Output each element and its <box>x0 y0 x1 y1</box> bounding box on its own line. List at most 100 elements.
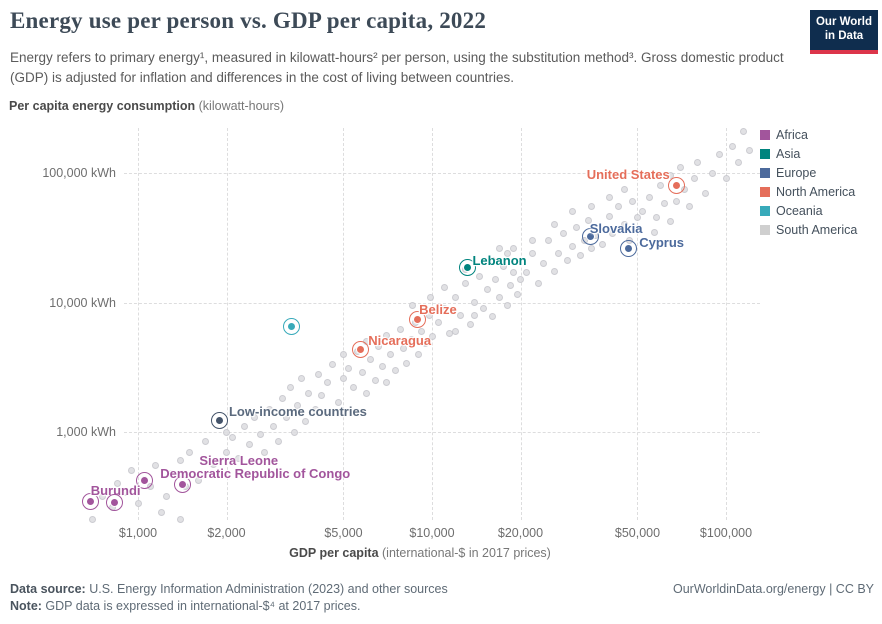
legend-item-africa[interactable]: Africa <box>760 125 857 144</box>
background-country-dot <box>484 286 492 294</box>
background-country-dot <box>492 276 500 284</box>
y-gridline <box>124 432 760 433</box>
background-country-dot <box>598 241 606 249</box>
background-country-dot <box>294 402 302 410</box>
background-country-dot <box>715 150 723 158</box>
highlight-ring <box>174 476 192 494</box>
background-country-dot <box>745 146 753 154</box>
country-label[interactable]: United States <box>586 166 670 182</box>
background-country-dot <box>396 325 404 333</box>
background-country-dot <box>113 480 121 488</box>
highlight-ring <box>135 472 153 490</box>
y-tick-label: 10,000 kWh <box>49 295 116 310</box>
highlight-ring <box>668 177 686 195</box>
x-gridline <box>637 128 639 520</box>
background-country-dot <box>588 203 596 211</box>
background-country-dot <box>507 282 515 290</box>
background-country-dot <box>162 492 170 500</box>
background-country-dot <box>475 272 483 280</box>
background-country-dot <box>529 249 537 257</box>
country-dot[interactable] <box>585 231 595 241</box>
x-axis-title-rest: (international-$ in 2017 prices) <box>378 546 551 560</box>
country-label[interactable]: Nicaragua <box>368 332 432 348</box>
data-source-text: Data source: U.S. Energy Information Adm… <box>10 582 448 596</box>
legend-swatch <box>760 205 770 216</box>
owid-logo[interactable]: Our World in Data <box>810 10 878 54</box>
background-country-dot <box>440 284 448 292</box>
country-label[interactable]: Burundi <box>90 482 141 498</box>
background-country-dot <box>270 423 278 431</box>
country-dot[interactable] <box>109 498 119 508</box>
background-country-dot <box>559 230 567 238</box>
country-dot[interactable] <box>412 314 422 324</box>
country-dot[interactable] <box>286 322 296 332</box>
legend-item-oceania[interactable]: Oceania <box>760 201 857 220</box>
background-country-dot <box>471 299 479 306</box>
background-country-dot <box>568 208 576 216</box>
background-country-dot <box>339 374 347 382</box>
x-axis-title-bold: GDP per capita <box>289 546 379 560</box>
background-country-dot <box>652 214 660 222</box>
country-dot[interactable] <box>462 263 472 273</box>
y-axis-title-bold: Per capita energy consumption <box>9 99 196 113</box>
background-country-dot <box>496 293 504 301</box>
country-dot[interactable] <box>623 244 633 254</box>
background-country-dot <box>734 159 742 167</box>
background-country-dot <box>386 350 394 358</box>
country-dot[interactable] <box>672 181 682 191</box>
x-tick-label: $10,000 <box>409 526 455 540</box>
background-country-dot <box>577 252 584 260</box>
legend-item-south-america[interactable]: South America <box>760 220 857 239</box>
country-label[interactable]: Sierra Leone <box>199 452 279 468</box>
background-country-dot <box>121 489 129 497</box>
highlight-ring <box>581 227 599 245</box>
country-label[interactable]: Belize <box>419 302 457 318</box>
owid-energy-link[interactable]: OurWorldinData.org/energy | CC BY <box>672 582 874 596</box>
x-gridline <box>343 128 345 520</box>
legend-item-north-america[interactable]: North America <box>760 182 857 201</box>
background-country-dot <box>167 469 175 477</box>
country-label[interactable]: Lebanon <box>472 252 527 268</box>
legend: Africa Asia Europe North America Oceania Sout… <box>760 125 857 239</box>
legend-swatch <box>760 167 770 178</box>
legend-swatch <box>760 148 770 159</box>
chart-title: Energy use per person vs. GDP per capita… <box>10 8 487 33</box>
x-gridline <box>726 128 727 520</box>
background-country-dot <box>186 448 194 456</box>
background-country-dot <box>534 280 542 288</box>
background-country-dot <box>503 249 511 257</box>
background-country-dot <box>286 384 294 392</box>
y-tick-label: 1,000 kWh <box>56 425 116 439</box>
country-dot[interactable] <box>139 476 149 486</box>
country-dot[interactable] <box>178 480 188 490</box>
legend-item-europe[interactable]: Europe <box>760 163 857 182</box>
x-tick-label: $50,000 <box>614 526 661 540</box>
country-label[interactable]: Slovakia <box>589 221 643 237</box>
country-label[interactable]: Cyprus <box>639 234 685 250</box>
background-country-dot <box>694 159 701 167</box>
x-gridline <box>520 128 522 520</box>
background-country-dot <box>709 169 717 177</box>
background-country-dot <box>480 304 488 312</box>
country-label[interactable]: Low-income countries <box>228 404 367 420</box>
x-tick-label: $2,000 <box>207 526 246 540</box>
country-dot[interactable] <box>355 345 365 355</box>
background-country-dot <box>415 350 423 358</box>
highlight-ring <box>619 240 637 258</box>
note-text: Note: GDP data is expressed in internati… <box>10 599 361 613</box>
background-country-dot <box>127 467 135 475</box>
country-dot[interactable] <box>215 415 225 425</box>
country-dot[interactable] <box>86 497 96 507</box>
background-country-dot <box>428 332 436 340</box>
background-country-dot <box>466 320 474 328</box>
background-country-dot <box>278 395 286 403</box>
legend-label: South America <box>776 222 858 237</box>
background-country-dot <box>451 327 459 335</box>
legend-label: North America <box>776 184 856 199</box>
legend-item-asia[interactable]: Asia <box>760 144 857 163</box>
background-country-dot <box>251 413 259 421</box>
country-label[interactable]: Democratic Republic of Congo <box>160 465 351 481</box>
background-country-dot <box>314 370 322 378</box>
